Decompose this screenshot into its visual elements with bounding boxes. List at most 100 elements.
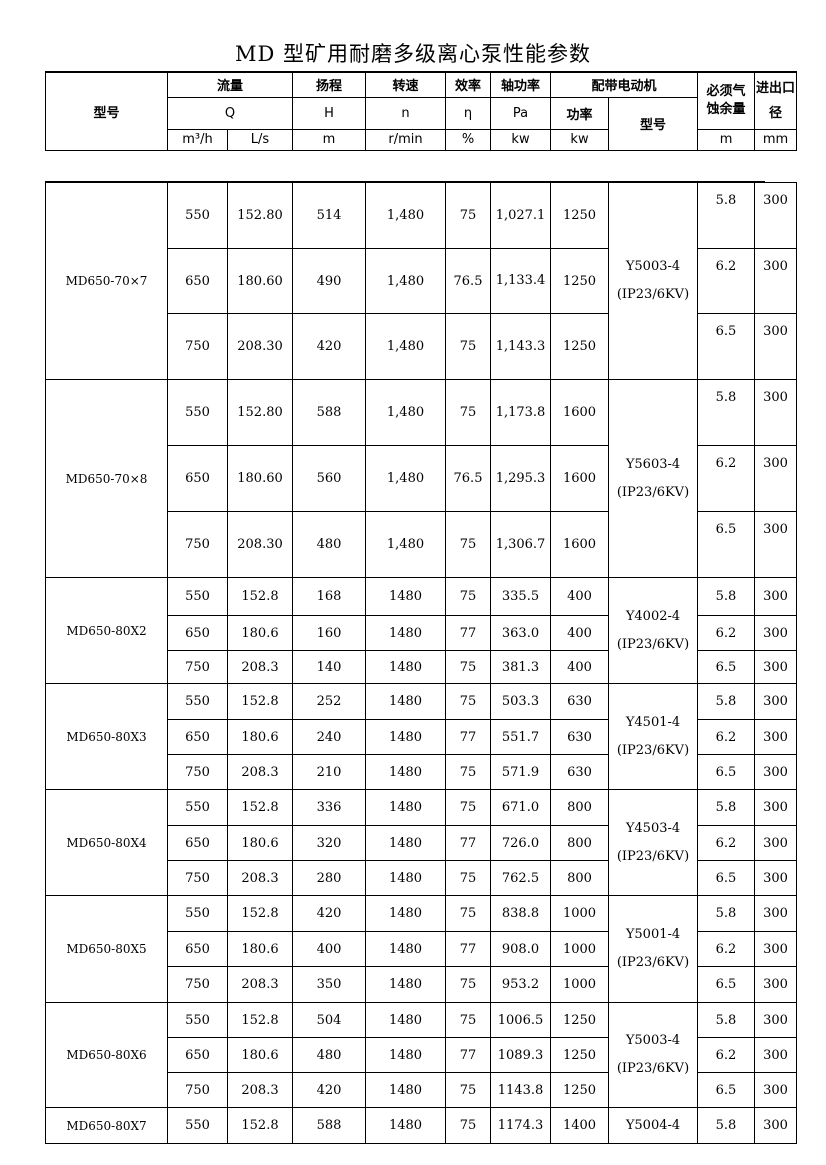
npsh: 6.2	[697, 248, 755, 314]
shaft-power: 1,295.3	[490, 445, 551, 512]
flow-m3h: 550	[167, 1002, 228, 1038]
head: 320	[292, 825, 366, 861]
head: 140	[292, 650, 366, 684]
flow-m3h: 750	[167, 313, 228, 380]
flow-m3h: 550	[167, 683, 228, 720]
port-diameter: 300	[754, 445, 797, 512]
port-diameter: 300	[754, 615, 797, 651]
page-title: MD 型矿用耐磨多级离心泵性能参数	[234, 42, 591, 66]
npsh: 5.8	[697, 683, 755, 720]
flow-m3h: 550	[167, 895, 228, 932]
unit-m3h: m³/h	[167, 128, 228, 151]
motor-power: 1000	[550, 895, 609, 932]
motor-power: 1600	[550, 379, 609, 446]
motor-model-cell: Y5003-4 (IP23/6KV)	[608, 1002, 698, 1108]
head: 240	[292, 719, 366, 755]
efficiency: 75	[445, 683, 491, 720]
flow-m3h: 750	[167, 511, 228, 578]
npsh: 5.8	[697, 379, 755, 446]
motor-power: 630	[550, 754, 609, 790]
port-diameter: 300	[754, 754, 797, 790]
head: 280	[292, 860, 366, 896]
head: 160	[292, 615, 366, 651]
shaft-power: 1174.3	[490, 1107, 551, 1144]
motor-model-cell: Y4501-4 (IP23/6KV)	[608, 683, 698, 790]
header-power: 功率	[550, 96, 610, 130]
efficiency: 75	[445, 650, 491, 684]
table-row: MD650-80X3 550 152.8 252 1480 75 503.3 630 Y4501…	[45, 683, 797, 790]
motor-power: 1250	[550, 182, 609, 249]
flow-m3h: 550	[167, 789, 228, 826]
npsh: 5.8	[697, 577, 755, 616]
table-row: MD650-80X6 550 152.8 504 1480 75 1006.5 1250 Y50…	[45, 1002, 797, 1108]
head: 420	[292, 1072, 366, 1108]
speed: 1,480	[365, 379, 446, 446]
shaft-power: 1,143.3	[490, 313, 551, 380]
efficiency: 77	[445, 825, 491, 861]
speed: 1480	[365, 789, 446, 826]
shaft-power: 551.7	[490, 719, 551, 755]
flow-ls: 152.8	[227, 577, 293, 616]
efficiency: 75	[445, 577, 491, 616]
npsh: 6.2	[697, 615, 755, 651]
speed: 1480	[365, 895, 446, 932]
divider	[45, 181, 765, 182]
motor-power: 800	[550, 789, 609, 826]
motor-power: 400	[550, 615, 609, 651]
flow-ls: 208.3	[227, 650, 293, 684]
port-diameter: 300	[754, 789, 797, 826]
flow-ls: 152.8	[227, 895, 293, 932]
model-cell: MD650-80X7	[45, 1107, 168, 1144]
unit-mm: mm	[754, 128, 798, 151]
flow-ls: 208.3	[227, 966, 293, 1003]
model-cell: MD650-80X6	[45, 1002, 168, 1108]
efficiency: 77	[445, 719, 491, 755]
flow-ls: 180.6	[227, 1037, 293, 1073]
shaft-power: 762.5	[490, 860, 551, 896]
motor-power: 1600	[550, 445, 609, 512]
port-diameter: 300	[754, 1107, 797, 1144]
motor-power: 400	[550, 577, 609, 616]
motor-power: 1250	[550, 1002, 609, 1038]
speed: 1480	[365, 683, 446, 720]
unit-m: m	[292, 128, 367, 151]
npsh: 6.2	[697, 1037, 755, 1073]
table-row: MD650-80X2 550 152.8 168 1480 75 335.5 400 Y4002…	[45, 577, 797, 684]
header-pa: Pa	[490, 96, 552, 130]
header-flow: 流量	[166, 71, 294, 98]
head: 588	[292, 1107, 366, 1144]
unit-ls: L/s	[226, 128, 294, 151]
header-n: n	[365, 96, 447, 130]
speed: 1480	[365, 1072, 446, 1108]
flow-m3h: 750	[167, 754, 228, 790]
model-cell: MD650-80X2	[45, 577, 168, 684]
speed: 1480	[365, 1037, 446, 1073]
shaft-power: 726.0	[490, 825, 551, 861]
motor-power: 1250	[550, 1072, 609, 1108]
motor-power: 1000	[550, 931, 609, 967]
port-diameter: 300	[754, 577, 797, 616]
port-diameter: 300	[754, 966, 797, 1003]
port-diameter: 300	[754, 511, 797, 578]
port-diameter: 300	[754, 379, 797, 446]
speed: 1480	[365, 615, 446, 651]
npsh: 5.8	[697, 895, 755, 932]
motor-power: 1000	[550, 966, 609, 1003]
flow-m3h: 550	[167, 182, 228, 249]
flow-m3h: 650	[167, 445, 228, 512]
shaft-power: 1143.8	[490, 1072, 551, 1108]
shaft-power: 571.9	[490, 754, 551, 790]
shaft-power: 1,027.1	[490, 182, 551, 249]
shaft-power: 908.0	[490, 931, 551, 967]
port-diameter: 300	[754, 860, 797, 896]
port-diameter: 300	[754, 895, 797, 932]
shaft-power: 1089.3	[490, 1037, 551, 1073]
npsh: 6.5	[697, 1072, 755, 1108]
port-diameter: 300	[754, 825, 797, 861]
efficiency: 77	[445, 931, 491, 967]
npsh: 6.5	[697, 650, 755, 684]
table-row: 750 208.3 280 1480 75 762.5 800 6.5 300	[46, 860, 797, 896]
speed: 1480	[365, 860, 446, 896]
header-speed: 转速	[365, 71, 447, 98]
motor-model-cell: Y5001-4 (IP23/6KV)	[608, 895, 698, 1003]
